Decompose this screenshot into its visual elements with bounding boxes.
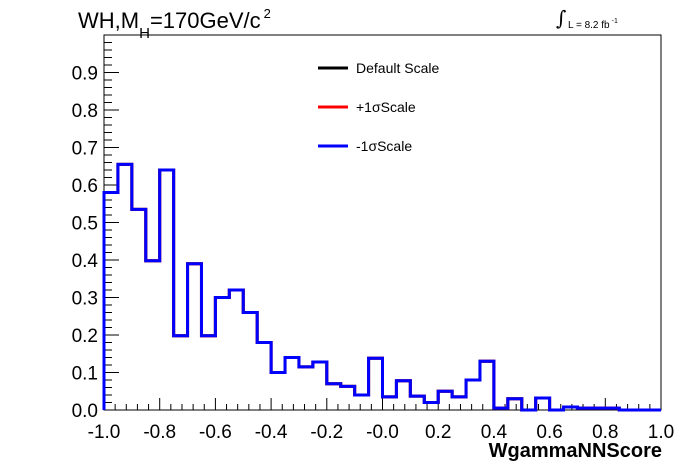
x-tick-label: 0.6 <box>536 422 562 443</box>
x-tick-label: 0.4 <box>481 422 508 443</box>
title-main: WH,M <box>78 8 140 33</box>
luminosity-text: L = 8.2 fb -1 <box>568 18 618 31</box>
y-tick-label: 0.1 <box>72 364 98 385</box>
x-tick-label: -1.0 <box>88 422 121 443</box>
y-tick-label: 0.9 <box>72 64 98 85</box>
title-subscript: H <box>139 25 150 42</box>
y-tick-label: 0.2 <box>72 326 98 347</box>
x-tick-label: 0.2 <box>425 422 451 443</box>
y-tick-label: 0.7 <box>72 139 98 160</box>
x-tick-label: -0.4 <box>255 422 288 443</box>
x-tick-label: -0.2 <box>310 422 343 443</box>
plot-frame <box>103 34 662 411</box>
chart-title: WH,MH=170GeV/c 2 <box>78 6 271 42</box>
y-tick-label: 0.3 <box>72 289 98 310</box>
x-tick-label: 1.0 <box>648 422 674 443</box>
y-tick-label: 0.4 <box>72 251 99 272</box>
x-tick-label: -0.0 <box>366 422 399 443</box>
y-tick-label: 0.6 <box>72 176 98 197</box>
x-axis-label: WgammaNNScore <box>488 440 662 462</box>
x-tick-label: 0.8 <box>592 422 618 443</box>
x-tick-label: -0.6 <box>199 422 232 443</box>
legend-label-0: Default Scale <box>356 60 439 76</box>
y-tick-label: 0.5 <box>72 214 98 235</box>
legend-label-2: -1σScale <box>356 138 412 154</box>
x-tick-label: -0.8 <box>143 422 176 443</box>
integral-symbol: ∫ <box>556 6 567 30</box>
title-superscript: 2 <box>263 6 271 21</box>
legend-label-1: +1σScale <box>356 99 416 115</box>
luminosity-superscript: -1 <box>611 18 618 25</box>
series-line-2 <box>102 162 661 412</box>
y-tick-label: 0.0 <box>72 401 98 422</box>
luminosity-value: L = 8.2 fb <box>568 20 610 31</box>
title-rest: =170GeV/c <box>149 8 261 33</box>
y-tick-label: 0.8 <box>72 101 98 122</box>
